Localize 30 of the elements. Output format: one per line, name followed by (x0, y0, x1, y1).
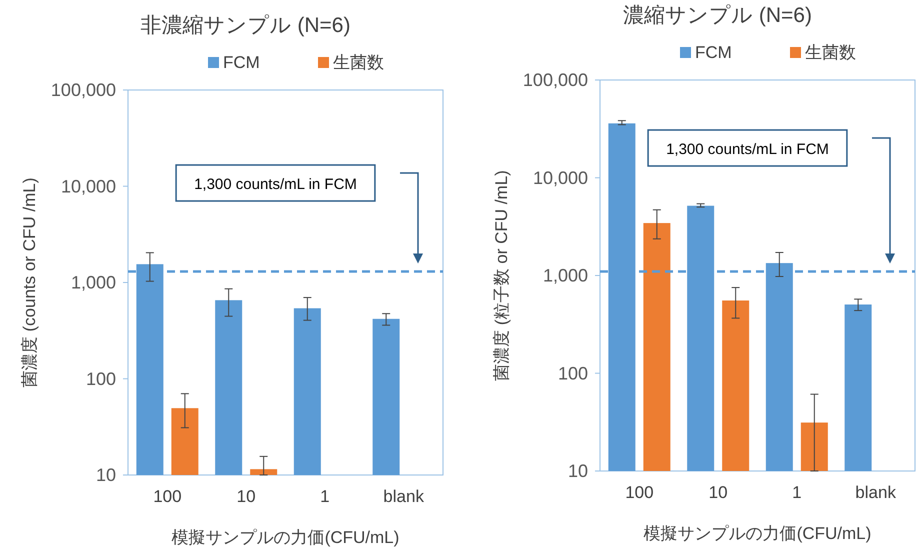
legend-label: 生菌数 (333, 53, 384, 72)
x-axis-title: 模擬サンプルの力価(CFU/mL) (172, 528, 400, 547)
y-tick-label: 10 (568, 461, 588, 481)
x-tick-label: 10 (236, 487, 256, 506)
annotation: 1,300 counts/mL in FCM (194, 176, 357, 193)
y-tick-label: 10,000 (532, 168, 588, 188)
legend-label: FCM (223, 53, 260, 72)
y-axis-title: 菌濃度 (粒子数 or CFU /mL) (492, 170, 511, 381)
y-tick-label: 100 (558, 363, 588, 384)
y-tick-label: 1,000 (70, 272, 116, 292)
y-tick-label: 10 (96, 465, 116, 485)
chart-title: 非濃縮サンプル (N=6) (140, 14, 350, 37)
x-axis-title: 模擬サンプルの力価(CFU/mL) (644, 524, 872, 543)
y-axis-title: 菌濃度 (counts or CFU /mL) (20, 178, 39, 388)
y-tick-label: 100,000 (522, 70, 588, 90)
x-tick-label: 1 (792, 483, 802, 502)
y-tick-label: 100 (86, 368, 116, 389)
x-tick-label: 100 (625, 483, 654, 502)
chart-title: 濃縮サンプル (N=6) (623, 4, 812, 27)
x-tick-label: blank (855, 483, 896, 502)
x-tick-label: 10 (708, 483, 728, 502)
y-tick-label: 1,000 (542, 266, 588, 286)
y-tick-label: 100,000 (50, 80, 116, 100)
legend-label: 生菌数 (805, 43, 856, 62)
y-tick-label: 10,000 (60, 176, 116, 196)
x-tick-label: 1 (320, 487, 330, 506)
x-tick-label: blank (383, 487, 424, 506)
x-tick-label: 100 (153, 487, 182, 506)
annotation: 1,300 counts/mL in FCM (666, 141, 829, 158)
legend-label: FCM (695, 43, 732, 62)
